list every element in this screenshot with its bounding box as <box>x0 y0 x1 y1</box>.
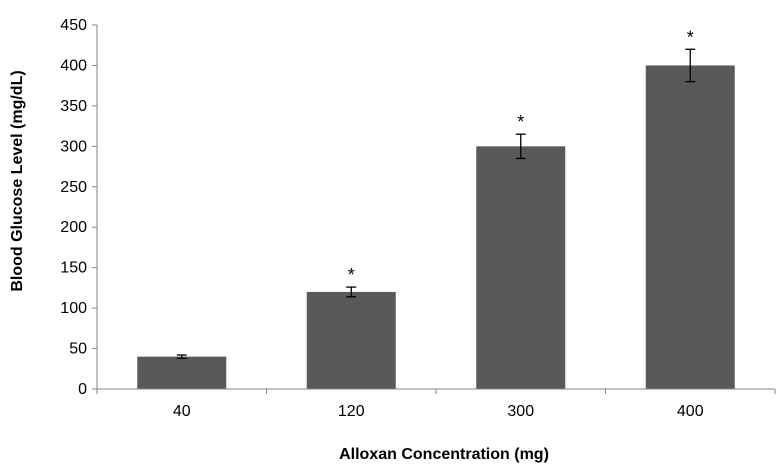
y-tick-label: 250 <box>60 179 87 196</box>
x-tick-label: 300 <box>507 403 534 420</box>
bar <box>476 146 566 389</box>
y-axis-title: Blood Glucose Level (mg/dL) <box>9 70 26 291</box>
y-tick-label: 200 <box>60 219 87 236</box>
y-tick-label: 450 <box>60 17 87 34</box>
bar <box>137 356 227 389</box>
x-tick-label: 40 <box>173 403 191 420</box>
x-tick-label: 400 <box>677 403 704 420</box>
labels-layer: 0 50 100 150 200 250 300 350 400 450 40 * 120 * 300 * 40… <box>60 17 703 420</box>
y-tick-label: 300 <box>60 138 87 155</box>
significance-asterisk: * <box>517 112 524 132</box>
bar <box>306 291 396 389</box>
y-tick-label: 150 <box>60 260 87 277</box>
y-tick-label: 350 <box>60 98 87 115</box>
axes-layer <box>92 24 776 394</box>
y-tick-label: 400 <box>60 57 87 74</box>
significance-asterisk: * <box>348 265 355 285</box>
y-tick-label: 100 <box>60 300 87 317</box>
y-tick-label: 50 <box>69 341 87 358</box>
bars-layer <box>137 65 735 389</box>
error-bars-layer <box>176 48 696 359</box>
y-tick-label: 0 <box>78 381 87 398</box>
bar <box>645 65 735 389</box>
significance-asterisk: * <box>687 27 694 47</box>
x-axis-title: Alloxan Concentration (mg) <box>339 446 549 463</box>
x-tick-label: 120 <box>338 403 365 420</box>
